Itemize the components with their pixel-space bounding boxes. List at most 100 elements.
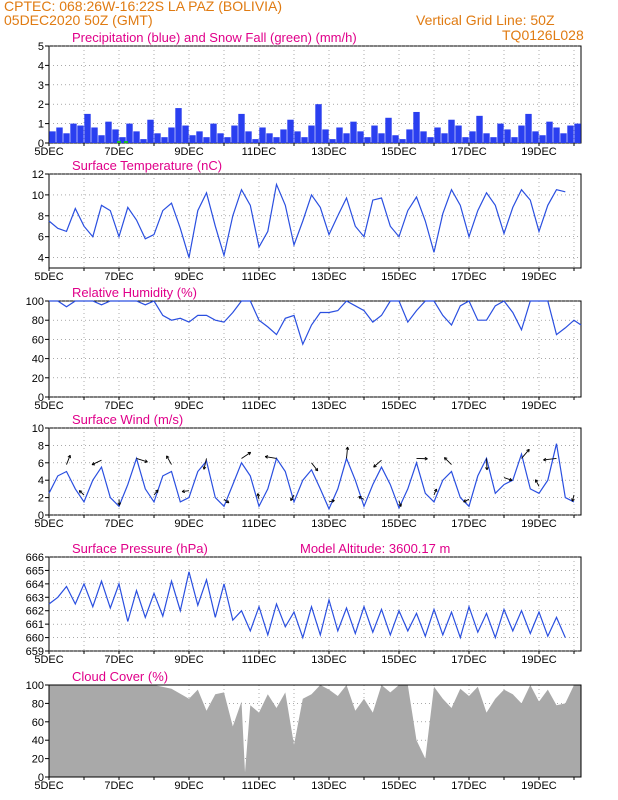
bar-precip (406, 129, 413, 143)
wind-arrow-head (91, 462, 95, 465)
x-tick-label: 15DEC (381, 146, 417, 158)
bar-precip (350, 121, 357, 143)
y-tick-label: 100 (26, 680, 44, 692)
wind-arrow (182, 490, 190, 493)
wind-arrow (203, 458, 207, 470)
bar-precip (539, 135, 546, 143)
bar-precip (420, 131, 427, 143)
bar-precip (448, 119, 455, 143)
x-tick-label: 5DEC (34, 271, 63, 283)
x-tick-label: 17DEC (451, 654, 487, 666)
bar-precip (147, 119, 154, 143)
wind-arrow (444, 457, 452, 465)
x-tick-label: 7DEC (104, 780, 133, 792)
model-code: TQ0126L028 (502, 27, 584, 43)
bar-precip (399, 139, 406, 143)
x-tick-label: 13DEC (311, 271, 347, 283)
bar-precip (252, 139, 259, 143)
y-tick-label: 0 (38, 772, 44, 784)
x-tick-label: 11DEC (242, 400, 277, 412)
wind-arrow (486, 458, 488, 470)
bar-precip (161, 137, 168, 143)
y-tick-label: 664 (26, 579, 44, 591)
x-tick-label: 9DEC (174, 146, 203, 158)
wind-arrow-head (257, 493, 261, 497)
x-tick-label: 15DEC (381, 271, 417, 283)
y-tick-label: 12 (32, 169, 44, 181)
bar-precip (266, 133, 273, 143)
bar-precip (525, 113, 532, 143)
y-tick-label: 660 (26, 633, 44, 645)
bar-precip (336, 127, 343, 143)
panel-frame (48, 45, 582, 144)
y-tick-label: 0 (38, 510, 44, 522)
bar-precip (259, 127, 266, 143)
x-tick-label: 11DEC (242, 271, 277, 283)
bar-precip (126, 123, 133, 143)
wind-arrow (265, 456, 277, 459)
x-tick-label: 7DEC (104, 271, 133, 283)
bar-precip (238, 113, 245, 143)
y-tick-label: 8 (38, 440, 44, 452)
wind-arrow-head (543, 457, 547, 461)
bar-precip (105, 121, 112, 143)
bar-precip (455, 125, 462, 143)
bar-precip (70, 123, 77, 143)
bar-precip (490, 137, 497, 143)
wind-arrow-head (528, 449, 530, 453)
panel-frame (48, 556, 582, 652)
grid-line-note: Vertical Grid Line: 50Z (416, 12, 555, 28)
wind-arrow (328, 499, 335, 503)
wind-arrow (503, 477, 513, 481)
x-tick-label: 11DEC (242, 654, 277, 666)
wind-arrow (521, 449, 530, 459)
bar-precip (287, 119, 294, 143)
bar-precip (56, 127, 63, 143)
wind-arrow (257, 493, 260, 500)
wind-arrow-head (265, 455, 269, 457)
series-line (48, 571, 566, 640)
wind-arrow-head (509, 479, 513, 482)
y-tick-label: 6 (38, 232, 44, 244)
wind-arrow (535, 479, 540, 487)
wind-arrow (166, 455, 172, 465)
x-tick-label: 11DEC (242, 518, 277, 530)
wind-arrow (241, 452, 251, 459)
wind-arrow (311, 462, 319, 472)
y-tick-label: 20 (32, 373, 44, 385)
y-tick-label: 662 (26, 606, 44, 618)
y-tick-label: 663 (26, 592, 44, 604)
bar-precip (140, 139, 147, 143)
wind-arrow-head (181, 489, 185, 492)
wind-arrow (91, 459, 102, 466)
bar-snow (124, 141, 128, 143)
y-tick-label: 5 (38, 41, 44, 53)
bar-precip (119, 137, 126, 143)
wind-arrow (66, 455, 71, 465)
bar-precip (98, 135, 105, 143)
bar-precip (91, 127, 98, 143)
bar-precip (315, 104, 322, 143)
x-tick-label: 9DEC (174, 271, 203, 283)
wind-arrow-head (117, 502, 120, 506)
bar-precip (532, 131, 539, 143)
x-tick-label: 13DEC (311, 654, 347, 666)
wind-arrow (373, 459, 382, 468)
wind-arrow-head (202, 466, 205, 470)
y-tick-label: 60 (32, 334, 44, 346)
wind-arrow (398, 500, 402, 507)
x-tick-label: 17DEC (451, 271, 487, 283)
bar-precip (154, 133, 161, 143)
x-tick-label: 13DEC (311, 146, 347, 158)
bar-precip (483, 133, 490, 143)
wind-arrow (223, 498, 230, 504)
bar-precip (427, 137, 434, 143)
y-tick-label: 0 (38, 392, 44, 404)
bar-precip (49, 131, 56, 143)
panel-frame (48, 427, 582, 516)
panel-title: Relative Humidity (%) (72, 285, 197, 300)
x-tick-label: 19DEC (521, 518, 557, 530)
date-header-line2: 05DEC2020 50Z (GMT) (4, 12, 153, 28)
wind-arrow-head (485, 467, 488, 471)
bar-precip (175, 108, 182, 143)
